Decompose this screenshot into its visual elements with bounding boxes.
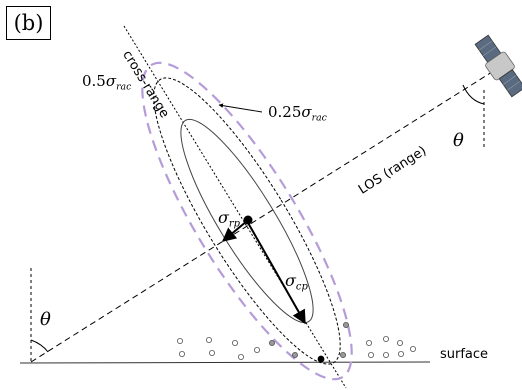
sigma-rp-label: σrp <box>218 208 240 229</box>
satellite-theta-arc <box>462 84 485 105</box>
outer-ellipse-0.5-sigma <box>141 61 353 381</box>
cp-subscript: cp <box>295 281 308 293</box>
sigma-symbol: σ <box>105 72 117 90</box>
los-line <box>30 71 493 363</box>
sigma-rac-0.25-coef: 0.25 <box>268 103 302 121</box>
surface-label: surface <box>440 347 489 362</box>
sigma-symbol: σ <box>301 103 312 121</box>
rac-subscript: rac <box>311 112 327 124</box>
rac-subscript: rac <box>116 81 132 93</box>
theta-satellite-label: θ <box>453 130 464 151</box>
sigma-symbol: σ <box>218 208 229 227</box>
sigma-rac-0.5-label: 0.5σrac <box>82 72 131 92</box>
sigma-025-pointer <box>218 103 263 113</box>
sigma-rac-0.5-coef: 0.5 <box>82 72 106 90</box>
satellite-icon <box>474 34 522 98</box>
sigma-symbol: σ <box>285 271 296 290</box>
theta-left-label: θ <box>40 309 51 330</box>
rp-subscript: rp <box>228 218 240 230</box>
cross-range-line <box>123 25 347 389</box>
sigma-rp-arrow <box>221 220 248 242</box>
sigma-rac-0.25-label: 0.25σrac <box>268 103 327 123</box>
sigma-cp-arrow <box>246 220 306 325</box>
sigma-cp-label: σcp <box>285 271 308 292</box>
left-theta-arc <box>30 339 49 353</box>
center-point <box>243 215 253 225</box>
panel-label: (b) <box>6 6 51 40</box>
middle-ellipse-0.25-sigma <box>153 77 341 365</box>
surface-line <box>19 361 431 364</box>
surface-scatter <box>176 321 416 363</box>
